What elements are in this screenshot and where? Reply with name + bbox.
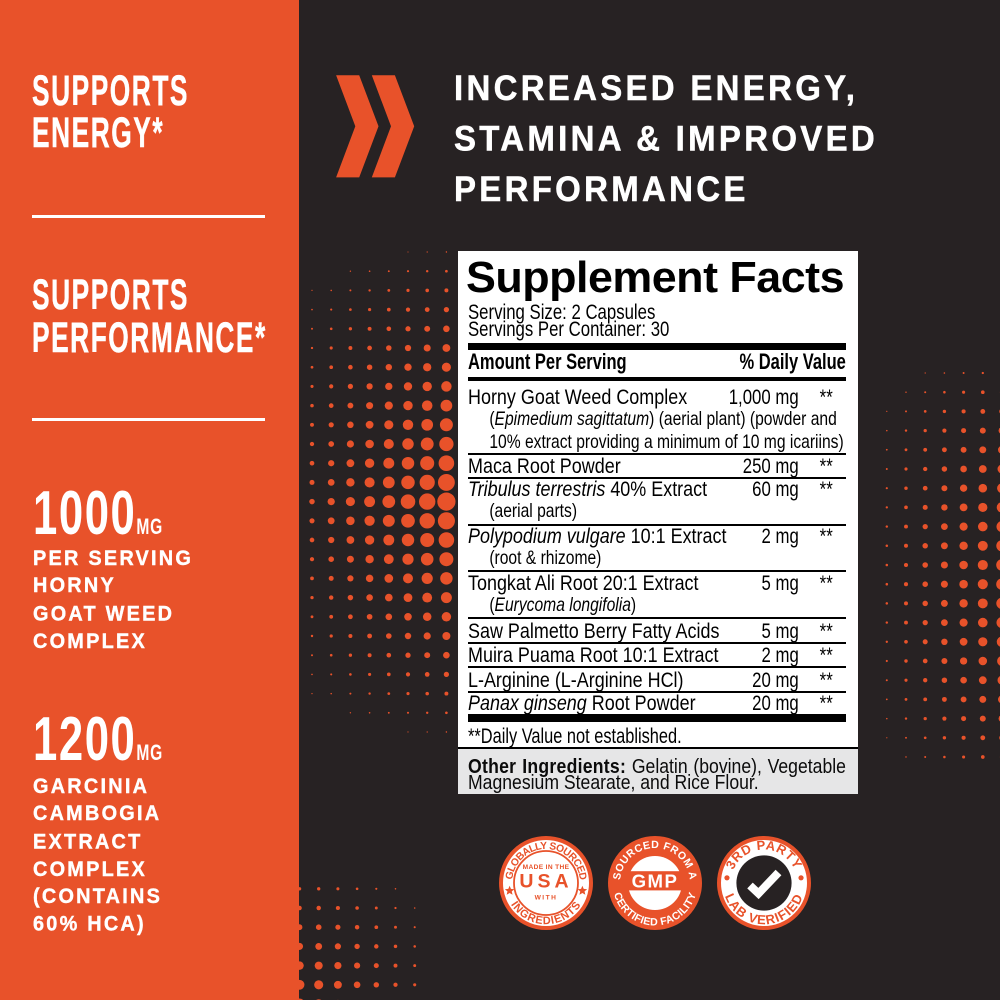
divider-line xyxy=(32,417,265,421)
ingredient-daily-value: ** xyxy=(819,691,833,716)
supplement-facts-title: Supplement Facts xyxy=(466,252,845,302)
other-ingredients-label: Other Ingredients: xyxy=(468,755,627,779)
ingredient-name: Maca Root Powder xyxy=(468,453,621,478)
ingredient-amount: 250 mg xyxy=(743,453,799,478)
ingredient-daily-value: ** xyxy=(819,453,833,478)
ingredient-name: L-Arginine (L-Arginine HCl) xyxy=(468,668,684,693)
serving-size: Serving Size: 2 Capsules xyxy=(468,299,656,324)
thick-rule xyxy=(468,342,846,351)
ingredient-amount: 5 mg xyxy=(761,618,799,643)
claim-supports-performance: SUPPORTS PERFORMANCE* xyxy=(32,271,267,362)
ingredient-detail: (aerial parts) xyxy=(489,500,578,523)
other-ingredients-list: Gelatin (bovine), Vegetable Magnesium St… xyxy=(468,755,846,794)
ingredient-row: Tongkat Ali Root 20:1 Extract (Eurycoma l… xyxy=(468,570,846,620)
svg-text:WITH: WITH xyxy=(535,895,558,902)
badge-lab-verified: 3RD PARTY LAB VERIFIED xyxy=(717,836,811,930)
ingredient-daily-value: ** xyxy=(819,668,833,693)
ingredient-daily-value: ** xyxy=(819,477,833,502)
ingredient-row: Horny Goat Weed Complex (Epimedium sagitt… xyxy=(468,381,846,456)
daily-value-footnote: **Daily Value not established. xyxy=(468,724,682,748)
ingredient-row: Maca Root Powder 250 mg ** xyxy=(468,453,846,479)
stat-1200mg: 1200MG xyxy=(33,703,164,773)
ingredient-name: Tongkat Ali Root 20:1 Extract xyxy=(468,570,699,595)
ingredient-amount: 2 mg xyxy=(761,524,799,549)
ingredient-amount: 60 mg xyxy=(752,477,799,502)
ingredient-row: Tribulus terrestris 40% Extract (aerial p… xyxy=(468,479,846,526)
servings-per-container: Servings Per Container: 30 xyxy=(468,317,670,342)
ingredient-amount: 20 mg xyxy=(752,668,799,693)
ingredient-daily-value: ** xyxy=(819,524,833,549)
ingredient-daily-value: ** xyxy=(819,570,833,595)
ingredient-daily-value: ** xyxy=(819,385,833,410)
ingredient-daily-value: ** xyxy=(819,643,833,668)
ingredient-amount: 1,000 mg xyxy=(729,385,799,410)
ingredient-row: Muira Puama Root 10:1 Extract 2 mg ** xyxy=(468,644,846,669)
ingredient-amount: 2 mg xyxy=(761,643,799,668)
ingredient-row: Panax ginseng Root Powder 20 mg ** xyxy=(468,691,846,716)
badge-made-in-usa: GLOBALLY SOURCED INGREDIENTS MADE IN THE… xyxy=(499,836,593,930)
stat-1000mg-caption: PER SERVING HORNY GOAT WEED COMPLEX xyxy=(33,546,194,654)
facts-table: Amount Per Serving % Daily Value Horny G… xyxy=(468,342,846,749)
ingredient-detail: 10% extract providing a minimum of 10 mg… xyxy=(489,430,844,453)
ingredient-name: Saw Palmetto Berry Fatty Acids xyxy=(468,618,720,643)
ingredient-name: Panax ginseng Root Powder xyxy=(468,691,696,716)
ingredient-detail: (Eurycoma longifolia) xyxy=(489,593,637,616)
ingredient-amount: 20 mg xyxy=(752,691,799,716)
left-panel: SUPPORTS ENERGY* SUPPORTS PERFORMANCE* 1… xyxy=(0,0,299,1000)
ingredient-detail: (root & rhizome) xyxy=(489,547,602,570)
ingredient-daily-value: ** xyxy=(819,618,833,643)
svg-text:USA: USA xyxy=(519,871,572,893)
badge-gmp-certified: SOURCED FROM A CERTIFIED FACILITY GMP xyxy=(608,836,702,930)
thick-rule xyxy=(468,714,846,722)
checkmark-icon xyxy=(747,869,782,900)
svg-text:GMP: GMP xyxy=(632,870,679,891)
facts-table-header: Amount Per Serving % Daily Value xyxy=(468,348,846,381)
ingredient-amount: 5 mg xyxy=(761,570,799,595)
ingredient-row: Polypodium vulgare 10:1 Extract (root & r… xyxy=(468,524,846,573)
ingredient-name: Muira Puama Root 10:1 Extract xyxy=(468,643,719,668)
double-chevron-icon xyxy=(336,75,415,178)
serving-info: Serving Size: 2 Capsules Servings Per Co… xyxy=(468,299,670,342)
ingredient-detail: (Epimedium sagittatum) (aerial plant) (p… xyxy=(489,408,837,431)
other-ingredients-box: Other Ingredients: Gelatin (bovine), Veg… xyxy=(458,746,858,794)
daily-value-header: % Daily Value xyxy=(739,348,846,374)
ingredient-row: Saw Palmetto Berry Fatty Acids 5 mg ** xyxy=(468,619,846,644)
ingredient-name: Tribulus terrestris 40% Extract xyxy=(468,477,708,502)
supplement-facts-panel: Supplement Facts Serving Size: 2 Capsule… xyxy=(458,251,858,749)
ingredient-name: Polypodium vulgare 10:1 Extract xyxy=(468,524,727,549)
ingredient-name: Horny Goat Weed Complex xyxy=(468,385,688,410)
other-ingredients-text: Other Ingredients: Gelatin (bovine), Veg… xyxy=(468,757,846,793)
stat-1000mg: 1000MG xyxy=(33,477,164,547)
divider-line xyxy=(32,215,265,219)
amount-per-serving-header: Amount Per Serving xyxy=(468,348,627,374)
svg-text:MADE IN THE: MADE IN THE xyxy=(523,864,570,871)
stat-1200mg-caption: GARCINIA CAMBOGIA EXTRACT COMPLEX (CONTA… xyxy=(33,774,163,937)
claim-supports-energy: SUPPORTS ENERGY* xyxy=(32,66,190,158)
ingredient-row: L-Arginine (L-Arginine HCl) 20 mg ** xyxy=(468,668,846,694)
headline: INCREASED ENERGY, STAMINA & IMPROVED PER… xyxy=(454,68,878,210)
